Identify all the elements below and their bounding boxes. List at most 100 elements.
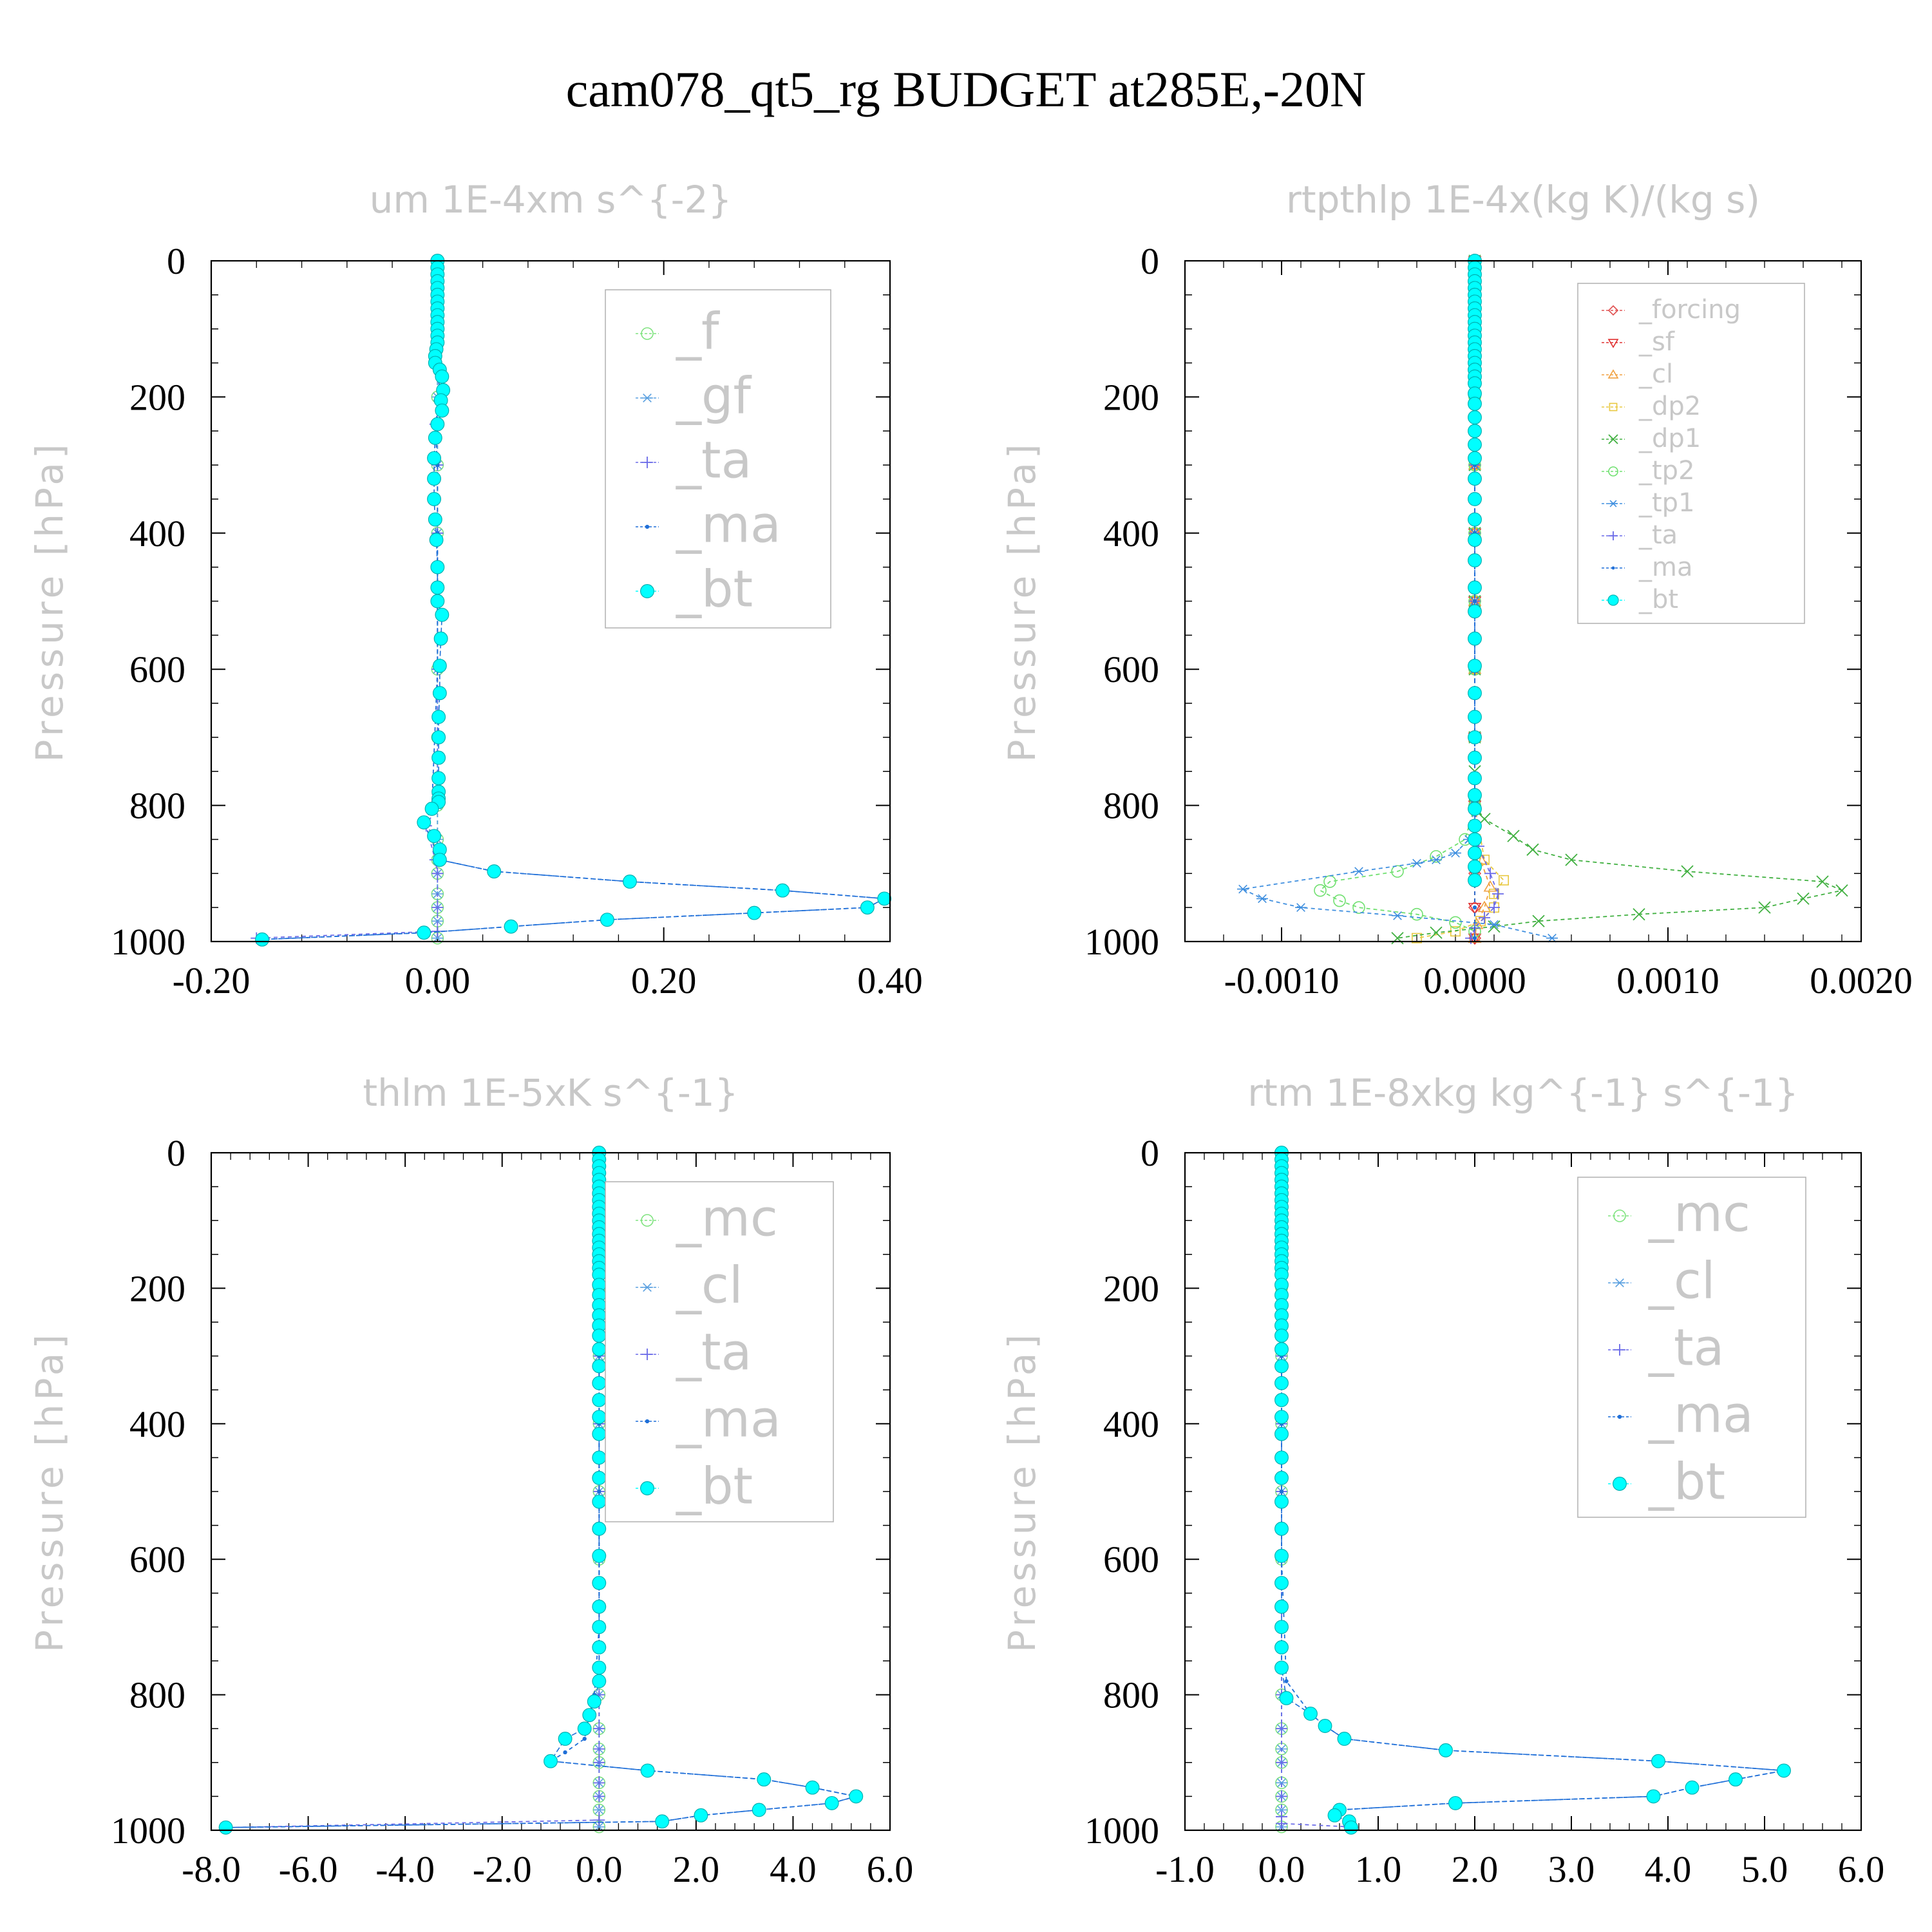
legend-label: _cl [676, 1256, 743, 1314]
x-tick-label: 6.0 [867, 1848, 914, 1890]
data-point [417, 815, 431, 829]
data-point [431, 916, 444, 926]
data-point [592, 1576, 607, 1590]
data-point [432, 658, 447, 673]
data-point [487, 864, 502, 879]
legend-box [1577, 283, 1805, 624]
data-point [623, 875, 637, 889]
data-point [1295, 903, 1307, 913]
data-point [1274, 1576, 1289, 1590]
data-point [1607, 305, 1619, 316]
data-point [1608, 466, 1618, 477]
data-point [592, 1359, 607, 1374]
data-point [587, 1694, 601, 1709]
y-tick-label: 1000 [111, 921, 185, 963]
data-point [431, 750, 446, 765]
data-point [427, 492, 442, 506]
legend-label: _ta [1638, 520, 1678, 550]
legend-item: _ma [636, 496, 781, 554]
data-point [1651, 1754, 1665, 1768]
data-point [1274, 1640, 1289, 1654]
data-point [1274, 1342, 1289, 1357]
y-axis-label: Pressure [hPa] [28, 1331, 71, 1653]
legend-item: _ta [1602, 520, 1678, 550]
legend-box [605, 289, 831, 629]
data-point [1274, 1426, 1289, 1441]
data-point [1468, 873, 1482, 887]
legend-label: _bt [676, 560, 753, 618]
y-tick-label: 800 [129, 1674, 185, 1716]
chart-panel-4: rtm 1E-8xkg kg^{-1} s^{-1} Pressure [hPa]… [1000, 1071, 1884, 1890]
panel-title: um 1E-4xm s^{-2} [370, 178, 732, 222]
legend-item: _dp1 [1602, 424, 1701, 453]
x-tick-label: -0.0010 [1224, 960, 1340, 1001]
x-tick-label: 4.0 [1645, 1848, 1692, 1890]
chart-panel-2: rtpthlp 1E-4x(kg K)/(kg s) Pressure [hPa]… [1000, 178, 1913, 1001]
legend-item: _ta [636, 1323, 752, 1381]
y-tick-label: 200 [129, 376, 185, 418]
data-point [430, 580, 445, 595]
data-point [1468, 903, 1482, 914]
data-point [655, 1814, 670, 1829]
data-point [1412, 933, 1423, 943]
legend-label: _ta [676, 1323, 752, 1381]
data-point [1274, 1393, 1289, 1407]
data-point [1337, 1732, 1352, 1746]
data-point [1468, 801, 1482, 816]
data-point [1758, 901, 1771, 914]
x-tick-label: 2.0 [673, 1848, 720, 1890]
legend-item: _gf [636, 367, 752, 425]
x-tick-label: 6.0 [1838, 1848, 1885, 1890]
legend-item: _dp2 [1602, 392, 1701, 421]
data-point [1472, 936, 1477, 940]
data-point [1449, 916, 1462, 929]
y-axis-label: Pressure [hPa] [28, 440, 71, 762]
data-point [1276, 1756, 1287, 1768]
data-point [1608, 434, 1618, 444]
data-point [592, 1342, 607, 1357]
data-point [1472, 905, 1477, 910]
data-point [592, 1620, 607, 1634]
data-point [1468, 471, 1482, 486]
plot-area [218, 1146, 864, 1835]
data-point [1468, 397, 1482, 411]
data-point [1468, 710, 1482, 724]
data-point [1565, 853, 1578, 866]
legend-item: _ma [636, 1390, 781, 1448]
data-point [752, 1803, 766, 1817]
series-bt [1468, 254, 1482, 887]
data-point [849, 1789, 864, 1804]
data-point [640, 1481, 654, 1495]
data-point [433, 631, 448, 646]
data-point [1477, 900, 1492, 913]
data-point [747, 905, 762, 920]
data-point [1274, 1376, 1289, 1390]
data-point [592, 1599, 607, 1614]
y-tick-label: 800 [1103, 1674, 1159, 1716]
data-point [1256, 894, 1268, 904]
legend-label: _ta [1648, 1319, 1724, 1377]
legend-label: _cl [1638, 359, 1673, 389]
plot-frame [1184, 260, 1862, 943]
data-point [504, 919, 518, 934]
legend-item: _tp1 [1602, 488, 1695, 518]
data-point [1499, 875, 1510, 886]
data-point [641, 1214, 654, 1227]
x-tick-label: 0.0020 [1810, 960, 1913, 1001]
data-point [1607, 594, 1619, 606]
figure-title: cam078_qt5_rg BUDGET at285E,-20N [566, 61, 1367, 117]
data-point [1488, 920, 1501, 933]
y-tick-label: 0 [167, 1132, 185, 1174]
data-point [429, 533, 444, 547]
data-point [592, 1450, 607, 1465]
data-point [1633, 908, 1645, 921]
data-point [1410, 907, 1423, 921]
legend-item: _bt [1602, 585, 1678, 614]
legend-label: _bt [1648, 1453, 1725, 1511]
series-bt [218, 1146, 864, 1835]
data-point [1468, 451, 1482, 466]
data-point [597, 1489, 601, 1494]
data-point [592, 1410, 607, 1425]
legend-label: _ma [1648, 1386, 1754, 1444]
data-point [1274, 1410, 1289, 1425]
